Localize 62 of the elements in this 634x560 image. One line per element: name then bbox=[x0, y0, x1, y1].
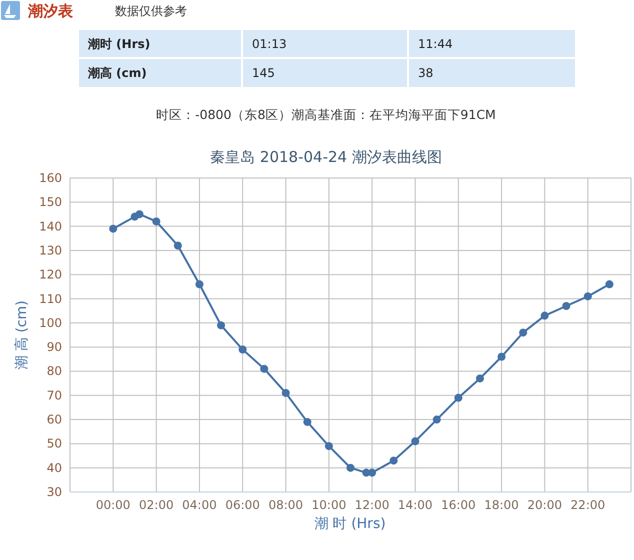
text: 潮高 (cm) bbox=[87, 66, 147, 80]
text: 38 bbox=[418, 66, 434, 80]
y-tick-label: 100 bbox=[39, 316, 62, 330]
point bbox=[217, 321, 226, 330]
point bbox=[135, 210, 144, 218]
text: 潮汐表 bbox=[27, 2, 74, 20]
point bbox=[174, 242, 182, 250]
y-tick-label: 70 bbox=[46, 388, 62, 402]
y-tick-label: 120 bbox=[39, 268, 62, 282]
point bbox=[540, 312, 549, 320]
point bbox=[368, 468, 376, 477]
point bbox=[109, 224, 118, 233]
x-tick-label: 06:00 bbox=[225, 498, 260, 512]
x-tick-label: 18:00 bbox=[484, 498, 519, 512]
y-tick-label: 140 bbox=[39, 219, 62, 234]
point bbox=[432, 416, 441, 424]
y-tick-label: 110 bbox=[39, 292, 62, 306]
text: 潮时 (Hrs) bbox=[87, 37, 150, 51]
point bbox=[605, 280, 614, 288]
point bbox=[324, 442, 333, 450]
point bbox=[282, 388, 290, 397]
point bbox=[498, 352, 506, 361]
chart-title: 秦皇岛 2018-04-24 潮汐表曲线图 bbox=[210, 148, 442, 166]
text: 时区：-0800（东8区）潮高基准面：在平均海平面下91CM bbox=[156, 107, 496, 122]
y-tick-label: 130 bbox=[39, 243, 62, 258]
point bbox=[519, 328, 528, 337]
y-tick-label: 40 bbox=[46, 460, 62, 475]
text: 11:44 bbox=[418, 37, 453, 51]
point bbox=[303, 418, 312, 426]
point bbox=[195, 280, 204, 288]
y-tick-label: 80 bbox=[46, 364, 62, 378]
y-tick-label: 30 bbox=[46, 485, 62, 499]
text: 145 bbox=[252, 66, 275, 80]
point bbox=[476, 374, 484, 382]
point bbox=[411, 437, 420, 446]
y-tick-label: 50 bbox=[46, 436, 62, 451]
y-tick-label: 160 bbox=[39, 171, 62, 185]
x-tick-label: 20:00 bbox=[527, 498, 562, 512]
point bbox=[260, 364, 268, 373]
point bbox=[346, 464, 354, 472]
point bbox=[454, 394, 462, 402]
x-tick-label: 08:00 bbox=[268, 498, 304, 512]
x-tick-label: 00:00 bbox=[96, 498, 130, 512]
text: 数据仅供参考 bbox=[115, 4, 187, 18]
x-tick-label: 02:00 bbox=[139, 498, 174, 512]
y-axis-title: 潮 高 (cm) bbox=[14, 300, 30, 370]
x-tick-label: 10:00 bbox=[312, 498, 346, 512]
point bbox=[390, 456, 398, 465]
x-tick-label: 12:00 bbox=[354, 498, 390, 512]
y-tick-label: 60 bbox=[46, 412, 62, 427]
x-axis-title: 潮 时 (Hrs) bbox=[314, 516, 386, 532]
x-tick-label: 22:00 bbox=[570, 498, 606, 512]
y-tick-label: 150 bbox=[39, 195, 62, 210]
point bbox=[238, 345, 247, 354]
point bbox=[152, 217, 160, 226]
x-tick-label: 04:00 bbox=[182, 498, 217, 512]
point bbox=[562, 302, 570, 310]
y-tick-label: 90 bbox=[46, 340, 62, 354]
x-tick-label: 16:00 bbox=[441, 498, 476, 512]
x-tick-label: 14:00 bbox=[398, 498, 433, 512]
point bbox=[584, 292, 592, 300]
text: 01:13 bbox=[252, 37, 287, 51]
